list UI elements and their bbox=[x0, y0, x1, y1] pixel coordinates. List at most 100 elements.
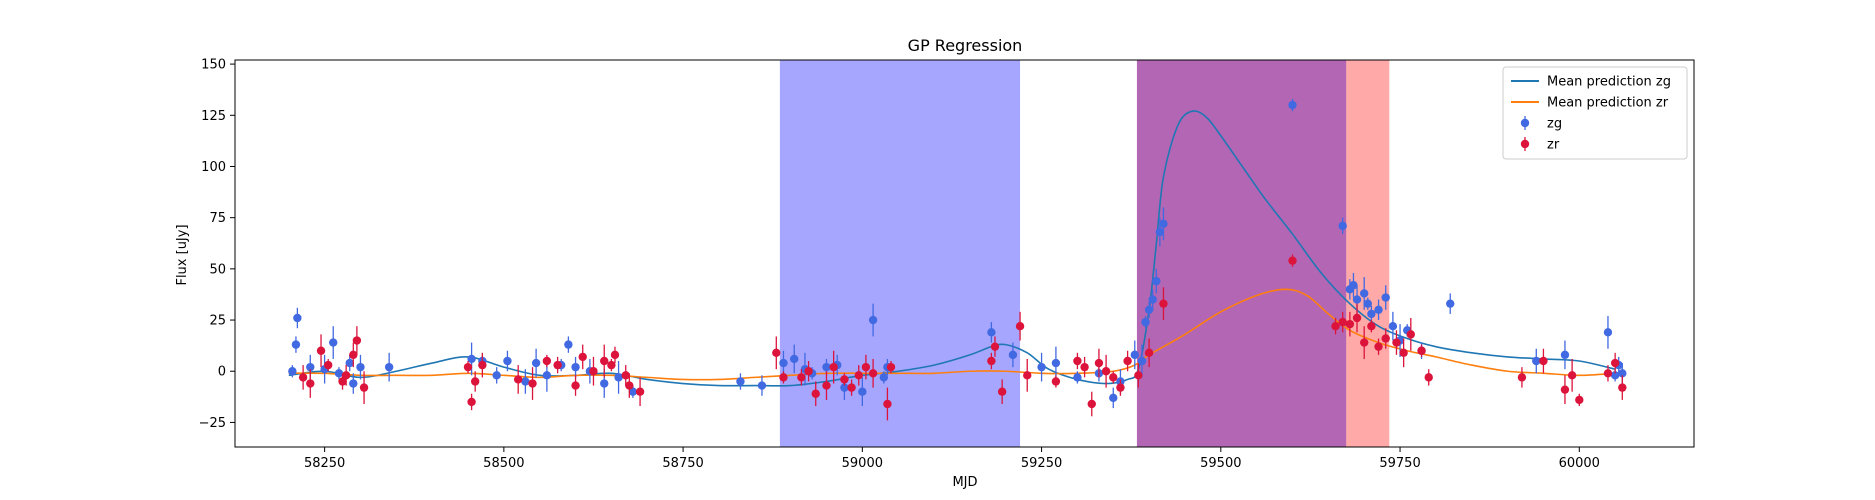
data-point-zr bbox=[578, 344, 587, 370]
data-point-zr bbox=[1603, 365, 1613, 382]
data-point-zr bbox=[553, 356, 562, 374]
data-point-zg bbox=[1560, 340, 1570, 370]
data-point-zr bbox=[1331, 318, 1340, 335]
data-point-zg bbox=[345, 354, 354, 372]
series-line-zr bbox=[288, 288, 1616, 381]
data-point-zr bbox=[1560, 375, 1570, 404]
data-point-zr bbox=[298, 365, 308, 390]
data-point-zr bbox=[1539, 348, 1548, 374]
data-point-zr bbox=[528, 367, 537, 400]
y-tick-label: 100 bbox=[201, 160, 226, 175]
data-point-zg bbox=[1073, 371, 1082, 384]
x-tick-label: 59000 bbox=[842, 456, 883, 471]
data-point-zr bbox=[324, 358, 333, 372]
y-tick-label: 150 bbox=[201, 58, 226, 73]
data-point-zr bbox=[1360, 326, 1369, 359]
data-point-zr bbox=[987, 352, 996, 370]
data-point-zg bbox=[1144, 301, 1154, 318]
data-point-zr bbox=[1051, 375, 1061, 388]
data-point-zr bbox=[1144, 338, 1154, 368]
data-point-zr bbox=[1392, 330, 1401, 355]
data-point-zr bbox=[1424, 369, 1433, 386]
data-point-zr bbox=[1338, 311, 1347, 333]
data-point-zr bbox=[1087, 391, 1096, 417]
data-point-zg bbox=[1338, 217, 1347, 235]
data-point-zg bbox=[1130, 340, 1139, 370]
x-tick-label: 58750 bbox=[662, 456, 703, 471]
data-point-zg bbox=[868, 303, 878, 337]
data-points bbox=[288, 98, 1627, 421]
legend-entry: Mean prediction zg bbox=[1511, 75, 1671, 90]
data-point-zr bbox=[589, 356, 598, 386]
data-point-zr bbox=[1073, 352, 1082, 370]
legend-label: zg bbox=[1547, 117, 1562, 132]
data-point-zg bbox=[1159, 207, 1168, 241]
data-point-zr bbox=[470, 371, 480, 392]
data-point-zg bbox=[521, 369, 530, 394]
legend-entry: zr bbox=[1520, 137, 1560, 153]
x-tick-label: 59750 bbox=[1379, 456, 1420, 471]
data-point-zg bbox=[1152, 268, 1161, 294]
data-point-zg bbox=[1148, 289, 1157, 310]
data-point-zr bbox=[990, 336, 1000, 357]
plot-frame bbox=[234, 59, 1695, 448]
data-point-zg bbox=[879, 371, 889, 384]
data-point-zr bbox=[600, 344, 609, 378]
data-point-zr bbox=[610, 346, 620, 364]
legend-entry: Mean prediction zr bbox=[1511, 96, 1669, 111]
data-point-zr bbox=[1134, 363, 1143, 388]
data-point-zg bbox=[1388, 311, 1398, 341]
y-axis-ticks: −25 0 25 50 75 100 125 150 bbox=[199, 58, 235, 431]
data-point-zr bbox=[1015, 311, 1025, 341]
data-point-zr bbox=[1575, 393, 1584, 407]
data-point-zr bbox=[997, 379, 1007, 404]
data-point-zr bbox=[1399, 338, 1408, 368]
data-point-zg bbox=[1141, 315, 1150, 329]
data-point-zr bbox=[772, 336, 781, 370]
data-point-zg bbox=[614, 361, 623, 394]
chart-title: GP Regression bbox=[908, 36, 1023, 55]
y-tick-label: −25 bbox=[199, 416, 226, 431]
data-point-zg bbox=[1603, 315, 1613, 349]
data-point-zr bbox=[607, 358, 616, 372]
data-point-zr bbox=[1094, 348, 1104, 378]
data-point-zg bbox=[1037, 352, 1046, 382]
data-point-zr bbox=[1159, 287, 1168, 321]
data-point-zr bbox=[804, 361, 813, 382]
data-point-zr bbox=[1101, 354, 1111, 388]
data-point-zg bbox=[334, 367, 344, 380]
data-point-zg bbox=[1349, 272, 1358, 298]
data-point-zg bbox=[291, 336, 301, 353]
data-point-zg bbox=[564, 336, 573, 353]
data-point-zg bbox=[1446, 293, 1455, 314]
data-point-zr bbox=[1023, 358, 1032, 392]
data-point-zr bbox=[797, 369, 806, 386]
data-point-zg bbox=[1381, 285, 1390, 310]
data-point-zr bbox=[1345, 311, 1355, 337]
data-point-zg bbox=[1367, 305, 1376, 323]
data-point-zr bbox=[1352, 303, 1362, 333]
data-point-zr bbox=[861, 354, 871, 380]
data-point-zr bbox=[352, 326, 362, 355]
y-axis-label: Flux [uJy] bbox=[175, 224, 190, 285]
data-point-zr bbox=[1374, 338, 1383, 355]
data-point-zr bbox=[868, 358, 878, 388]
data-point-zr bbox=[822, 371, 831, 400]
legend-label: Mean prediction zg bbox=[1547, 75, 1671, 90]
data-point-zr bbox=[1567, 358, 1577, 392]
data-point-zg bbox=[858, 377, 867, 407]
data-point-zg bbox=[1109, 387, 1118, 409]
data-point-zr bbox=[840, 373, 849, 386]
data-point-zr bbox=[316, 334, 326, 368]
data-point-zr bbox=[349, 342, 358, 368]
legend-label: zr bbox=[1547, 138, 1560, 153]
data-point-zg bbox=[1532, 348, 1541, 374]
y-tick-label: 25 bbox=[209, 314, 226, 329]
data-point-zr bbox=[1116, 379, 1125, 396]
data-point-zr bbox=[883, 387, 892, 421]
data-point-zr bbox=[306, 369, 315, 398]
y-tick-label: 75 bbox=[209, 211, 226, 226]
prediction-lines bbox=[288, 110, 1616, 387]
data-point-zg bbox=[467, 342, 476, 376]
